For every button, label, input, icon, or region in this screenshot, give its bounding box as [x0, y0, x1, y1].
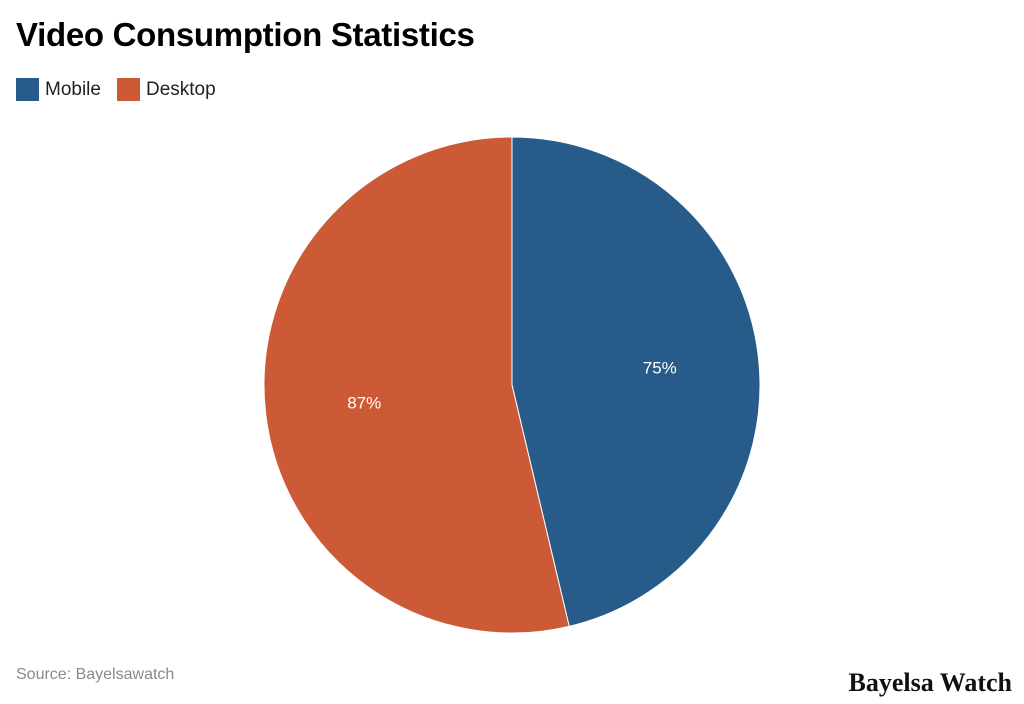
pie-slice-desktop	[263, 136, 570, 634]
legend-item-mobile: Mobile	[16, 78, 101, 101]
chart-title: Video Consumption Statistics	[16, 16, 475, 53]
pie-label-desktop: 87%	[347, 393, 381, 412]
legend: Mobile Desktop	[16, 78, 232, 101]
legend-label-mobile: Mobile	[45, 78, 101, 100]
legend-swatch-mobile	[16, 78, 39, 101]
legend-item-desktop: Desktop	[116, 78, 216, 101]
pie-slices	[263, 136, 761, 634]
legend-swatch-desktop	[116, 78, 140, 101]
brand-logo: Bayelsa Watch	[848, 668, 1012, 697]
legend-label-desktop: Desktop	[145, 78, 216, 100]
source-note: Source: Bayelsawatch	[16, 666, 175, 683]
pie-label-mobile: 75%	[643, 359, 677, 378]
pie-slice-mobile	[511, 136, 761, 627]
pie-labels: 75% 87%	[347, 359, 677, 413]
